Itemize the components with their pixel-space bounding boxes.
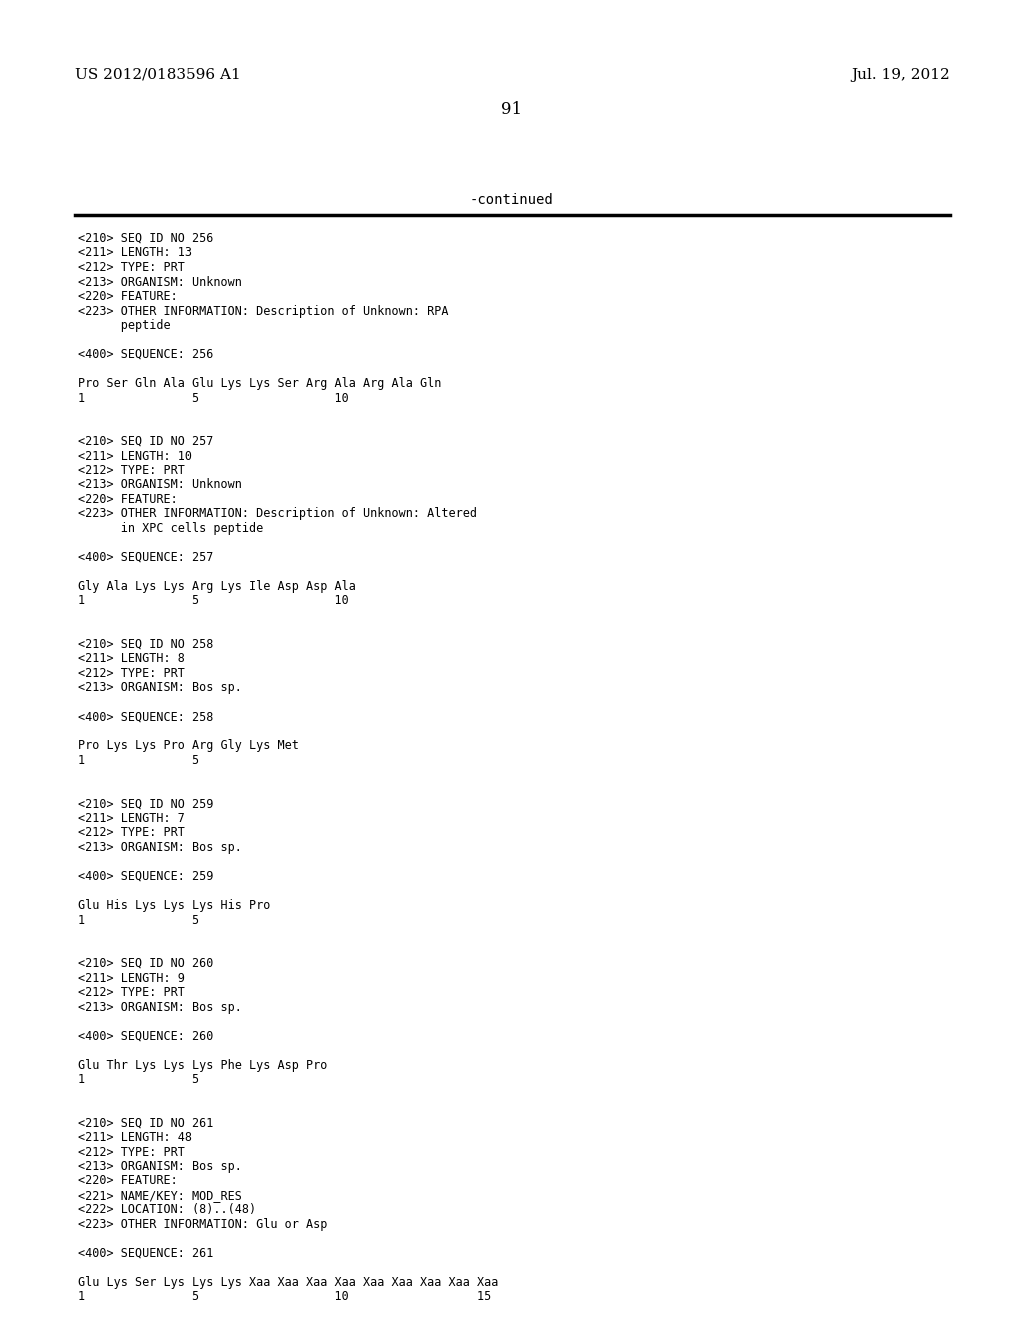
Text: Jul. 19, 2012: Jul. 19, 2012	[851, 69, 950, 82]
Text: Gly Ala Lys Lys Arg Lys Ile Asp Asp Ala: Gly Ala Lys Lys Arg Lys Ile Asp Asp Ala	[78, 579, 356, 593]
Text: <223> OTHER INFORMATION: Glu or Asp: <223> OTHER INFORMATION: Glu or Asp	[78, 1218, 328, 1232]
Text: <213> ORGANISM: Unknown: <213> ORGANISM: Unknown	[78, 479, 242, 491]
Text: <210> SEQ ID NO 258: <210> SEQ ID NO 258	[78, 638, 213, 651]
Text: <400> SEQUENCE: 259: <400> SEQUENCE: 259	[78, 870, 213, 883]
Text: in XPC cells peptide: in XPC cells peptide	[78, 521, 263, 535]
Text: US 2012/0183596 A1: US 2012/0183596 A1	[75, 69, 241, 82]
Text: <220> FEATURE:: <220> FEATURE:	[78, 1175, 178, 1188]
Text: <210> SEQ ID NO 257: <210> SEQ ID NO 257	[78, 436, 213, 447]
Text: <213> ORGANISM: Bos sp.: <213> ORGANISM: Bos sp.	[78, 1001, 242, 1014]
Text: <212> TYPE: PRT: <212> TYPE: PRT	[78, 667, 185, 680]
Text: Glu His Lys Lys Lys His Pro: Glu His Lys Lys Lys His Pro	[78, 899, 270, 912]
Text: <212> TYPE: PRT: <212> TYPE: PRT	[78, 465, 185, 477]
Text: <211> LENGTH: 48: <211> LENGTH: 48	[78, 1131, 193, 1144]
Text: Pro Ser Gln Ala Glu Lys Lys Ser Arg Ala Arg Ala Gln: Pro Ser Gln Ala Glu Lys Lys Ser Arg Ala …	[78, 378, 441, 389]
Text: <220> FEATURE:: <220> FEATURE:	[78, 492, 178, 506]
Text: <211> LENGTH: 13: <211> LENGTH: 13	[78, 247, 193, 260]
Text: Pro Lys Lys Pro Arg Gly Lys Met: Pro Lys Lys Pro Arg Gly Lys Met	[78, 739, 299, 752]
Text: <213> ORGANISM: Bos sp.: <213> ORGANISM: Bos sp.	[78, 1160, 242, 1173]
Text: <400> SEQUENCE: 256: <400> SEQUENCE: 256	[78, 348, 213, 360]
Text: <212> TYPE: PRT: <212> TYPE: PRT	[78, 986, 185, 999]
Text: <221> NAME/KEY: MOD_RES: <221> NAME/KEY: MOD_RES	[78, 1189, 242, 1203]
Text: <400> SEQUENCE: 257: <400> SEQUENCE: 257	[78, 550, 213, 564]
Text: <211> LENGTH: 7: <211> LENGTH: 7	[78, 812, 185, 825]
Text: <211> LENGTH: 10: <211> LENGTH: 10	[78, 450, 193, 462]
Text: <210> SEQ ID NO 261: <210> SEQ ID NO 261	[78, 1117, 213, 1130]
Text: <220> FEATURE:: <220> FEATURE:	[78, 290, 178, 304]
Text: <211> LENGTH: 8: <211> LENGTH: 8	[78, 652, 185, 665]
Text: <222> LOCATION: (8)..(48): <222> LOCATION: (8)..(48)	[78, 1204, 256, 1217]
Text: <213> ORGANISM: Bos sp.: <213> ORGANISM: Bos sp.	[78, 681, 242, 694]
Text: <400> SEQUENCE: 258: <400> SEQUENCE: 258	[78, 710, 213, 723]
Text: 91: 91	[502, 102, 522, 119]
Text: <210> SEQ ID NO 260: <210> SEQ ID NO 260	[78, 957, 213, 970]
Text: <400> SEQUENCE: 261: <400> SEQUENCE: 261	[78, 1247, 213, 1261]
Text: <210> SEQ ID NO 259: <210> SEQ ID NO 259	[78, 797, 213, 810]
Text: <212> TYPE: PRT: <212> TYPE: PRT	[78, 826, 185, 840]
Text: peptide: peptide	[78, 319, 171, 333]
Text: <211> LENGTH: 9: <211> LENGTH: 9	[78, 972, 185, 985]
Text: <212> TYPE: PRT: <212> TYPE: PRT	[78, 1146, 185, 1159]
Text: <213> ORGANISM: Unknown: <213> ORGANISM: Unknown	[78, 276, 242, 289]
Text: <400> SEQUENCE: 260: <400> SEQUENCE: 260	[78, 1030, 213, 1043]
Text: <212> TYPE: PRT: <212> TYPE: PRT	[78, 261, 185, 275]
Text: <223> OTHER INFORMATION: Description of Unknown: RPA: <223> OTHER INFORMATION: Description of …	[78, 305, 449, 318]
Text: -continued: -continued	[470, 193, 554, 207]
Text: <223> OTHER INFORMATION: Description of Unknown: Altered: <223> OTHER INFORMATION: Description of …	[78, 507, 477, 520]
Text: <213> ORGANISM: Bos sp.: <213> ORGANISM: Bos sp.	[78, 841, 242, 854]
Text: 1               5: 1 5	[78, 754, 199, 767]
Text: 1               5                   10                  15: 1 5 10 15	[78, 1291, 492, 1304]
Text: Glu Thr Lys Lys Lys Phe Lys Asp Pro: Glu Thr Lys Lys Lys Phe Lys Asp Pro	[78, 1059, 328, 1072]
Text: 1               5                   10: 1 5 10	[78, 594, 349, 607]
Text: 1               5: 1 5	[78, 913, 199, 927]
Text: <210> SEQ ID NO 256: <210> SEQ ID NO 256	[78, 232, 213, 246]
Text: 1               5                   10: 1 5 10	[78, 392, 349, 404]
Text: Glu Lys Ser Lys Lys Lys Xaa Xaa Xaa Xaa Xaa Xaa Xaa Xaa Xaa: Glu Lys Ser Lys Lys Lys Xaa Xaa Xaa Xaa …	[78, 1276, 499, 1290]
Text: 1               5: 1 5	[78, 1073, 199, 1086]
